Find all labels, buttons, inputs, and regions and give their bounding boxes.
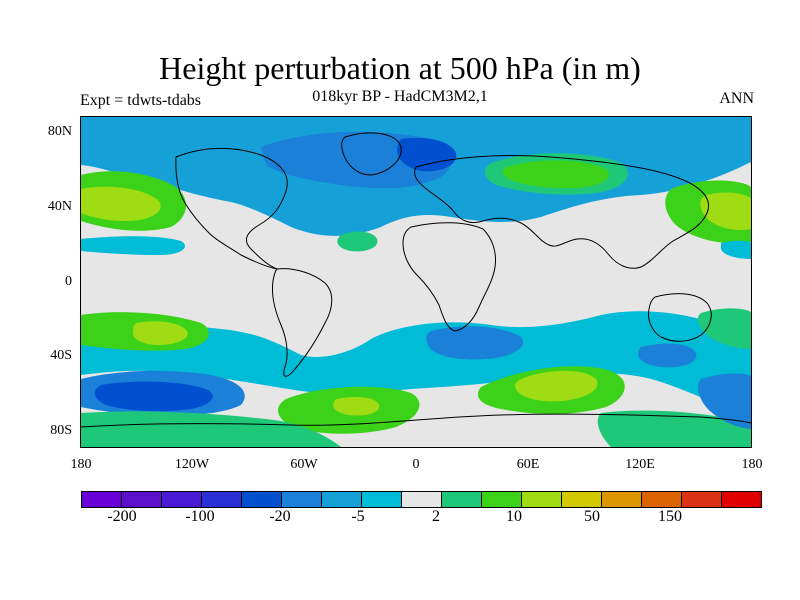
anomaly-region-east-pacific-core — [700, 192, 751, 231]
x-tick-label: 120E — [625, 457, 655, 472]
experiment-label: Expt = tdwts-tdabs — [80, 92, 202, 109]
colorbar-swatch — [442, 492, 482, 507]
colorbar-swatch — [402, 492, 442, 507]
colorbar-swatch — [362, 492, 402, 507]
colorbar-swatch — [122, 492, 162, 507]
colorbar-swatch — [162, 492, 202, 507]
colorbar-swatch — [202, 492, 242, 507]
colorbar-label: -200 — [107, 508, 137, 525]
colorbar — [81, 491, 762, 508]
colorbar-swatch — [642, 492, 682, 507]
colorbar-label: 150 — [658, 508, 682, 525]
coastline-north-america — [175, 148, 288, 270]
anomaly-region-west-pacific-negative — [721, 240, 751, 259]
colorbar-label: -20 — [269, 508, 291, 525]
coastline-africa — [402, 222, 496, 332]
plot-subtitle: 018kyr BP - HadCM3M2,1 — [312, 88, 488, 105]
colorbar-swatch — [722, 492, 761, 507]
anomaly-region-tropical-atlantic-positive — [337, 231, 378, 252]
anomaly-region-southern-atlantic-core — [333, 397, 380, 416]
anomaly-region-southern-indian-core — [515, 370, 598, 402]
y-tick-label: 40S — [50, 348, 72, 363]
x-tick-label: 120W — [174, 457, 210, 472]
colorbar-label: -5 — [351, 508, 365, 525]
y-tick-label: 40N — [47, 199, 72, 214]
anomaly-region-south-atlantic-negative — [426, 326, 524, 360]
colorbar-swatch — [602, 492, 642, 507]
coastlines — [81, 132, 751, 428]
anomaly-region-southeast-pacific-core — [132, 321, 188, 345]
coastline-greenland — [341, 132, 402, 176]
coastline-south-america — [272, 268, 333, 377]
anomaly-region-greenland-core — [397, 137, 457, 172]
colorbar-swatch — [682, 492, 722, 507]
plot-title: Height perturbation at 500 hPa (in m) — [159, 50, 641, 86]
y-tick-label: 0 — [65, 274, 72, 289]
colorbar-swatch — [562, 492, 602, 507]
x-tick-label: 60E — [516, 457, 540, 472]
anomaly-region-tropical-pacific-negative — [81, 236, 185, 255]
x-tick-label: 180 — [741, 457, 763, 472]
height-anomaly-map — [81, 117, 751, 447]
anomaly-region-southeast-indian-negative — [698, 373, 751, 429]
x-tick-label: 60W — [290, 457, 318, 472]
anomaly-region-antarctic-positive — [81, 411, 341, 447]
anomaly-region-north-pacific-core — [81, 186, 161, 221]
season-label: ANN — [719, 90, 754, 107]
anomaly-region-antarctic-east-positive — [597, 410, 751, 447]
anomaly-region-south-pacific-core — [94, 381, 213, 412]
y-tick-label: 80S — [50, 423, 72, 438]
colorbar-label: 2 — [432, 508, 440, 525]
x-tick-label: 180 — [70, 457, 92, 472]
coastline-antarctica — [81, 413, 751, 428]
colorbar-swatch — [82, 492, 122, 507]
anomaly-region-south-indian-negative — [638, 343, 697, 368]
coastline-australia — [648, 293, 712, 342]
colorbar-label: 50 — [584, 508, 600, 525]
colorbar-swatch — [482, 492, 522, 507]
colorbar-swatch — [282, 492, 322, 507]
coastline-eurasia — [414, 154, 709, 269]
y-tick-label: 80N — [47, 124, 72, 139]
map-panel — [80, 116, 752, 448]
colorbar-swatch — [522, 492, 562, 507]
anomaly-region-southern-negative-band — [81, 311, 751, 417]
anomaly-region-siberia-core — [502, 160, 610, 189]
colorbar-swatch — [322, 492, 362, 507]
colorbar-label: 10 — [506, 508, 522, 525]
colorbar-label: -100 — [185, 508, 215, 525]
colorbar-swatch — [242, 492, 282, 507]
x-tick-label: 0 — [412, 457, 420, 472]
